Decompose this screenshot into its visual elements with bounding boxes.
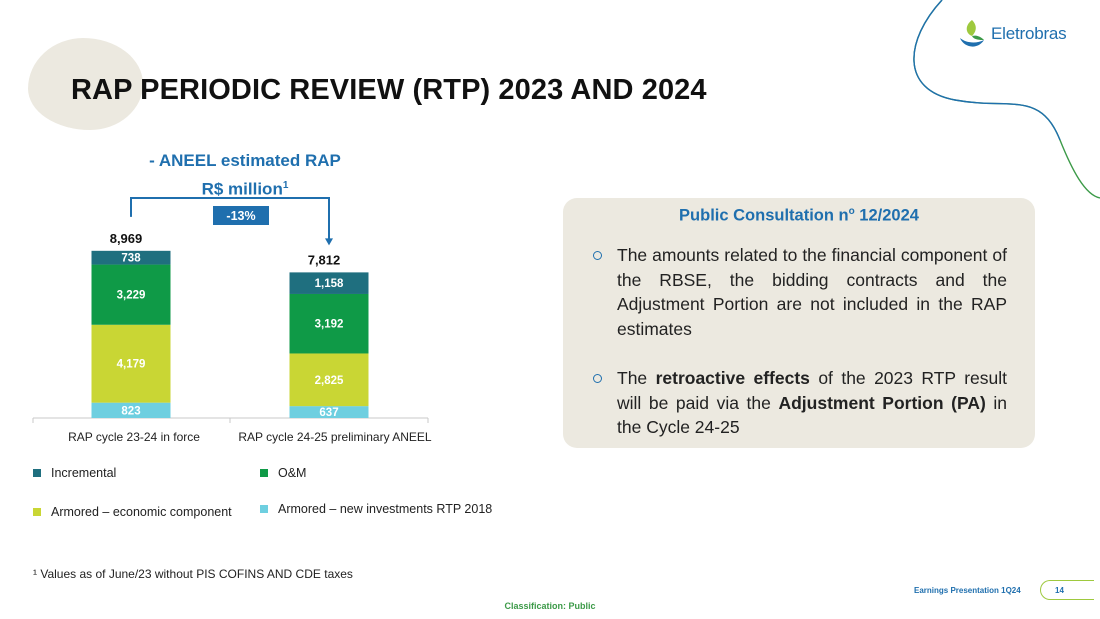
bullet-2-text-c: in the Cycle 24-25 — [617, 392, 1007, 438]
change-badge — [213, 206, 269, 225]
bullet-2-bold-b: Adjustment Portion (PA) — [778, 392, 986, 413]
bar-segment-1-0 — [289, 406, 369, 418]
bar-segment-1-1 — [289, 353, 369, 407]
legend-swatch-3 — [260, 505, 268, 513]
info-panel: Public Consultation no 12/2024 The amoun… — [563, 198, 1035, 448]
chart-title-line2: R$ million1 — [120, 173, 370, 202]
bar-segment-1-2 — [289, 293, 369, 354]
stacked-bar-chart: 823 4,179 3,229 738 8,969 RAP cycle 23-24 in … — [32, 197, 432, 444]
bar-segment-0-0 — [91, 402, 171, 418]
chart-title: - ANEEL estimated RAP R$ million1 — [120, 148, 370, 202]
legend-item-0: Incremental — [33, 466, 116, 480]
legend-item-2: Armored – economic component — [33, 505, 232, 519]
bar-segment-0-1 — [91, 324, 171, 403]
logo-text: Eletrobras — [991, 24, 1067, 43]
comparison-bracket — [130, 197, 330, 243]
panel-title-sup: o — [848, 206, 855, 217]
bullet-2-text-b: of the 2023 RTP result will be paid via … — [617, 368, 1007, 413]
panel-bullet-2: The retroactive effects of the 2023 RTP … — [593, 366, 1007, 440]
bar-value-label-1-2: 3,192 — [315, 319, 344, 331]
bar-value-label-0-0: 823 — [121, 405, 140, 417]
chart-title-line1: - ANEEL estimated RAP — [149, 151, 341, 170]
legend-swatch-2 — [33, 508, 41, 516]
footnote: ¹ Values as of June/23 without PIS COFIN… — [33, 567, 353, 581]
bullet-circle-icon — [593, 251, 602, 260]
eletrobras-logo: Eletrobras — [958, 18, 1067, 50]
bar-value-label-1-1: 2,825 — [315, 375, 344, 387]
bar-value-label-0-2: 3,229 — [117, 290, 146, 302]
category-label-0: RAP cycle 23-24 in force — [68, 430, 200, 444]
bullet-2-text-a: The — [617, 368, 656, 388]
bar-value-label-0-1: 4,179 — [117, 359, 146, 371]
comparison-arrow-icon — [325, 238, 333, 246]
classification-label: Classification: Public — [504, 601, 596, 611]
bar-value-label-1-3: 1,158 — [315, 278, 344, 290]
bar-total-label-1: 7,812 — [308, 252, 341, 267]
bar-segment-1-3 — [289, 272, 369, 294]
legend-label-3: Armored – new investments RTP 2018 — [278, 502, 493, 516]
bullet-circle-icon — [593, 374, 602, 383]
bar-value-label-0-3: 738 — [121, 253, 141, 265]
decorative-blob — [28, 38, 143, 130]
legend-item-1: O&M — [260, 466, 306, 480]
legend-label-0: Incremental — [51, 466, 117, 480]
bar-segment-0-3 — [91, 250, 171, 265]
legend-label-1: O&M — [278, 466, 307, 480]
bullet-1-text: The amounts related to the financial com… — [617, 245, 1007, 339]
legend-item-3: Armored – new investments RTP 2018 — [260, 502, 492, 516]
page-title: RAP PERIODIC REVIEW (RTP) 2023 AND 2024 — [71, 74, 707, 106]
chart-title-unit: R$ million — [201, 179, 283, 199]
panel-title-text: Public Consultation n — [679, 206, 849, 225]
bar-segment-0-2 — [91, 264, 171, 325]
legend-label-2: Armored – economic component — [51, 505, 232, 519]
panel-title: Public Consultation no 12/2024 — [563, 206, 1035, 226]
eletrobras-logo-icon — [960, 20, 984, 47]
panel-title-number: 12/2024 — [854, 206, 919, 225]
category-label-1: RAP cycle 24-25 preliminary ANEEL — [238, 430, 432, 444]
legend-swatch-0 — [33, 469, 41, 477]
page-number: 14 — [1040, 580, 1094, 600]
bar-value-label-1-0: 637 — [319, 407, 338, 419]
change-badge-label: -13% — [226, 209, 255, 223]
chart-title-footnote-marker: 1 — [282, 180, 289, 191]
bar-total-label-0: 8,969 — [110, 231, 143, 246]
bullet-2-bold-a: retroactive effects — [655, 368, 810, 388]
panel-bullet-1: The amounts related to the financial com… — [593, 243, 1007, 341]
legend-swatch-1 — [260, 469, 268, 477]
earnings-label: Earnings Presentation 1Q24 — [914, 586, 1021, 595]
decorative-curve — [913, 0, 1100, 199]
